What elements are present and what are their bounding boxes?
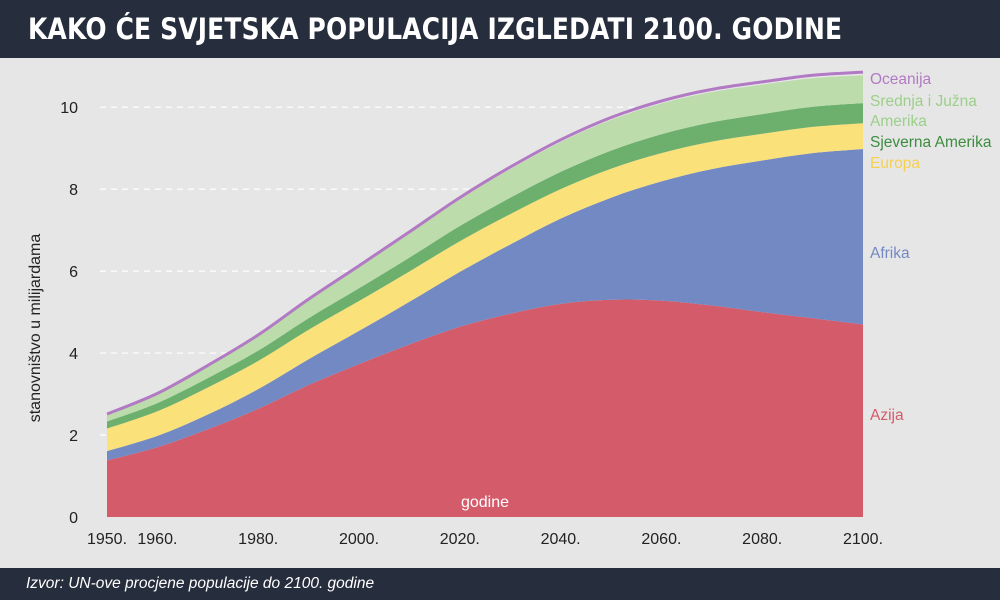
series-label-5: Oceanija [870,71,932,88]
series-label-line: Srednja i Južna [870,93,977,110]
y-axis-label: stanovništvo u milijardama [27,234,44,423]
series-area-4 [107,75,863,422]
stacked-areas [106,70,864,517]
series-area-2 [107,123,863,451]
series-line-5 [106,70,864,416]
series-area-3 [107,103,863,429]
y-tick-label: 2 [69,428,78,445]
y-tick-label: 6 [69,264,78,281]
source-note: Izvor: UN-ove procjene populacije do 210… [26,575,375,592]
x-tick-label: 2080. [742,531,782,548]
series-label-line: Sjeverna Amerika [870,134,992,151]
title-bar: KAKO ĆE SVJETSKA POPULACIJA IZGLEDATI 21… [0,0,1000,58]
series-area-0 [107,299,863,517]
series-label-2: Europa [870,155,920,172]
series-label-1: Afrika [870,245,910,262]
x-tick-label: 1980. [238,531,278,548]
x-tick-label: 2020. [440,531,480,548]
x-axis: 1950. 1960. 1980. 2000. 2020. 2040. 2060. 2080.… [87,531,883,548]
y-tick-label: 4 [69,346,78,363]
x-tick-label: 2060. [641,531,681,548]
x-tick-label: 1960. [137,531,177,548]
series-label-line: Europa [870,155,920,172]
x-tick-label: 2040. [541,531,581,548]
source-bar: Izvor: UN-ove procjene populacije do 210… [0,568,1000,600]
series-label-line: Oceanija [870,71,932,88]
y-axis: 0 2 4 6 8 10 [60,100,78,527]
series-label-3: Sjeverna Amerika [870,134,992,151]
x-axis-label: godine [461,494,509,511]
x-tick-label: 2000. [339,531,379,548]
series-labels: Azija Afrika Europa Sjeverna Amerika Srednja… [870,71,992,424]
y-tick-label: 0 [69,510,78,527]
y-tick-label: 10 [60,100,78,117]
series-label-line: Afrika [870,245,910,262]
series-label-4: Srednja i Južna Amerika [870,93,977,130]
chart-title: KAKO ĆE SVJETSKA POPULACIJA IZGLEDATI 21… [28,12,843,46]
series-label-0: Azija [870,407,904,424]
series-label-line: Azija [870,407,904,424]
y-tick-label: 8 [69,182,78,199]
x-tick-label: 1950. [87,531,127,548]
series-area-1 [107,149,863,461]
x-tick-label: 2100. [843,531,883,548]
series-label-line: Amerika [870,113,927,130]
